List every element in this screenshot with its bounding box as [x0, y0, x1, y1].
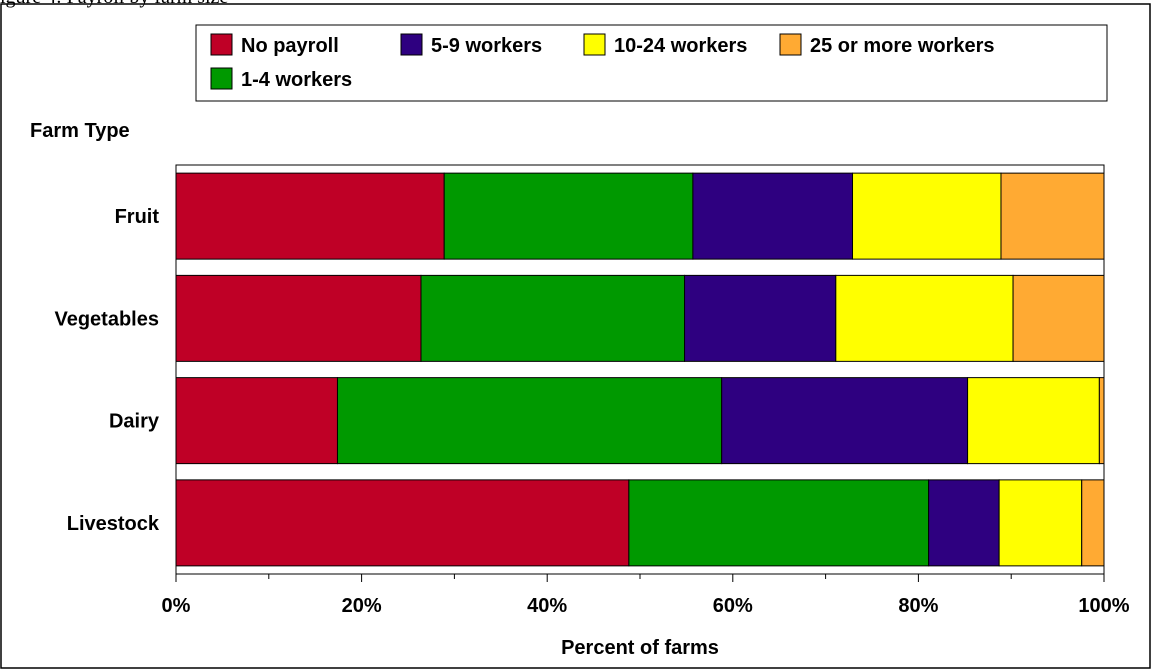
- x-tick-label: 40%: [527, 595, 567, 617]
- bar-vegetables-1-4-workers: [420, 274, 686, 362]
- legend-label-1-4-workers: 1-4 workers: [241, 69, 352, 91]
- bar-vegetables-10-24-workers: [835, 274, 1014, 362]
- bar-fruit-no-payroll: [175, 172, 445, 260]
- legend: No payroll 5-9 workers 10-24 workers 25 or …: [195, 24, 1108, 102]
- legend-box: [195, 24, 1108, 102]
- bar-fruit-1-4-workers: [443, 172, 694, 260]
- bar-fruit-10-24-workers: [852, 172, 1002, 260]
- x-tick-label: 80%: [898, 595, 938, 617]
- legend-swatch-10-24-workers: [583, 33, 606, 56]
- bar-livestock-10-24-workers: [998, 479, 1083, 567]
- x-tick-label: 60%: [713, 595, 753, 617]
- bar-fruit-25-or-more-workers: [1000, 172, 1105, 260]
- legend-label-25-or-more-workers: 25 or more workers: [810, 35, 995, 57]
- category-label-vegetables: Vegetables: [54, 308, 159, 330]
- category-labels: Fruit Vegetables Dairy Livestock: [54, 206, 159, 535]
- legend-swatch-25-or-more-workers: [779, 33, 802, 56]
- category-label-livestock: Livestock: [67, 513, 160, 535]
- figure-border: [0, 3, 1151, 669]
- bar-fruit-5-9-workers: [692, 172, 854, 260]
- bars: [175, 172, 1105, 567]
- bar-vegetables-25-or-more-workers: [1012, 274, 1105, 362]
- legend-swatch-1-4-workers: [210, 67, 233, 90]
- bar-livestock-no-payroll: [175, 479, 630, 567]
- x-axis: 0% 20% 40% 60% 80% 100%: [162, 574, 1130, 617]
- legend-label-10-24-workers: 10-24 workers: [614, 35, 747, 57]
- category-label-fruit: Fruit: [115, 206, 160, 228]
- x-tick-label: 0%: [162, 595, 191, 617]
- bar-livestock-25-or-more-workers: [1081, 479, 1105, 567]
- bar-dairy-25-or-more-workers: [1098, 377, 1105, 465]
- bar-dairy-1-4-workers: [336, 377, 723, 465]
- bar-dairy-10-24-workers: [967, 377, 1100, 465]
- legend-label-no-payroll: No payroll: [241, 35, 339, 57]
- bar-vegetables-no-payroll: [175, 274, 422, 362]
- bar-dairy-no-payroll: [175, 377, 338, 465]
- y-axis-title: Farm Type: [30, 120, 130, 142]
- legend-label-5-9-workers: 5-9 workers: [431, 35, 542, 57]
- bar-livestock-1-4-workers: [628, 479, 930, 567]
- x-axis-title: Percent of farms: [561, 637, 719, 659]
- x-tick-label: 100%: [1078, 595, 1129, 617]
- category-label-dairy: Dairy: [109, 411, 160, 433]
- legend-swatch-5-9-workers: [400, 33, 423, 56]
- bar-vegetables-5-9-workers: [684, 274, 837, 362]
- bar-livestock-5-9-workers: [928, 479, 1000, 567]
- bar-dairy-5-9-workers: [721, 377, 969, 465]
- legend-swatch-no-payroll: [210, 33, 233, 56]
- x-tick-label: 20%: [342, 595, 382, 617]
